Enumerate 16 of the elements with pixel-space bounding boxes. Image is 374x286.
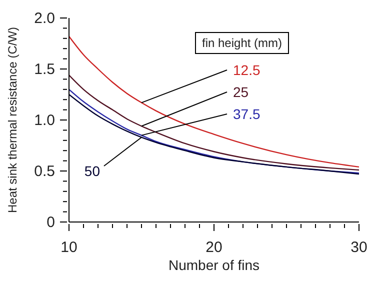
text: 25 — [233, 84, 249, 100]
x-axis-title: Number of fins — [168, 257, 260, 273]
x-tick-label: 20 — [206, 239, 222, 256]
text: 12.5 — [233, 62, 260, 78]
x-tick-label: 30 — [350, 239, 368, 256]
y-tick-label: 1.5 — [34, 61, 55, 78]
y-axis-title: Heat sink thermal resistance (C/W) — [5, 26, 20, 214]
text: 50 — [84, 163, 100, 179]
legend-title: fin height (mm) — [195, 32, 290, 54]
y-tick-label: 2.0 — [34, 10, 55, 27]
y-tick-label: 1.0 — [34, 112, 55, 129]
text: 37.5 — [233, 106, 260, 122]
y-tick-label: 0.5 — [34, 163, 55, 180]
x-tick-label: 10 — [60, 239, 78, 256]
y-tick-label: 0 — [46, 214, 55, 231]
line-series — [69, 36, 359, 168]
